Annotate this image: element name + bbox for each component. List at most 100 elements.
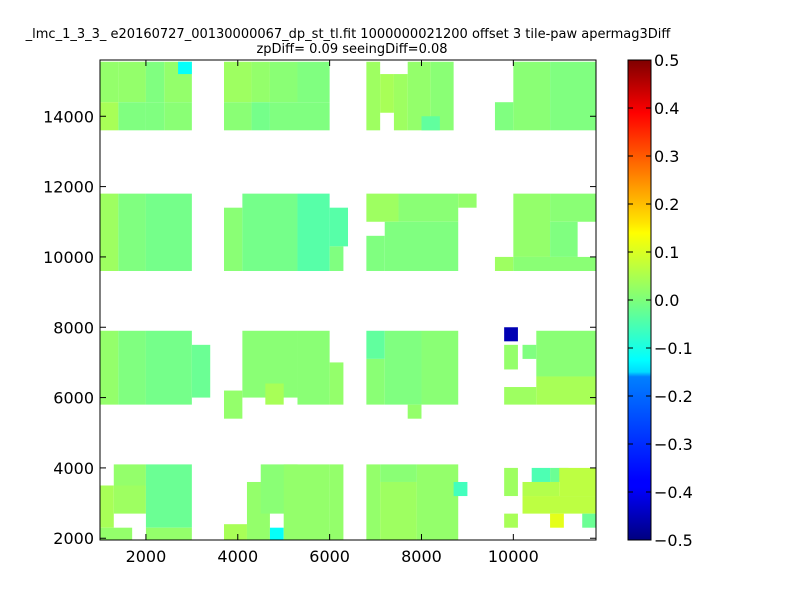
- colorbar-tick-label: 0.4: [654, 99, 679, 118]
- heatmap-cell: [494, 102, 514, 131]
- x-tick-label: 6000: [309, 547, 350, 566]
- heatmap-cell: [458, 193, 477, 208]
- heatmap-cell: [366, 61, 381, 131]
- heatmap-cell: [100, 330, 119, 405]
- heatmap-cell: [191, 344, 211, 398]
- heatmap-cell: [100, 102, 119, 131]
- y-tick-label: 12000: [43, 178, 94, 197]
- heatmap-cell: [380, 464, 417, 482]
- heatmap-cell: [224, 524, 247, 540]
- heatmap-cell: [224, 102, 252, 131]
- heatmap-cell: [113, 485, 146, 514]
- heatmap-cell: [504, 513, 518, 528]
- colorbar-tick-label: −0.1: [654, 339, 693, 358]
- heatmap-cell: [430, 61, 454, 131]
- plot-background: [100, 60, 596, 540]
- heatmap-cell: [251, 102, 270, 131]
- chart-title-line-1: _lmc_1_3_3_ e20160727_00130000067_dp_st_…: [25, 27, 672, 42]
- heatmap-cell: [416, 464, 459, 540]
- heatmap-cell: [113, 464, 146, 486]
- heatmap-cell: [513, 193, 551, 257]
- heatmap-cell: [242, 193, 298, 271]
- heatmap-cells: [100, 61, 596, 540]
- heatmap-cell: [421, 330, 459, 405]
- heatmap-cell: [145, 102, 165, 131]
- heatmap-cell: [100, 527, 133, 540]
- heatmap-plot-area: 2000 4000 6000 8000 10000 2000 4000 6000 8000 10…: [43, 59, 597, 566]
- heatmap-cell: [407, 404, 422, 419]
- heatmap-cell: [559, 467, 596, 497]
- heatmap-cell: [504, 387, 537, 405]
- heatmap-cell: [421, 116, 440, 131]
- x-tick-label: 10000: [488, 547, 539, 566]
- heatmap-cell: [224, 207, 243, 271]
- heatmap-cell: [269, 61, 298, 103]
- heatmap-cell: [329, 362, 344, 405]
- heatmap-cell: [513, 256, 596, 271]
- heatmap-cell: [118, 330, 146, 405]
- heatmap-cell: [550, 193, 596, 222]
- heatmap-cell: [224, 61, 252, 103]
- y-tick-label: 6000: [53, 389, 94, 408]
- heatmap-cell: [269, 527, 284, 540]
- plot-frame: [99, 59, 597, 541]
- heatmap-cell: [269, 102, 298, 131]
- heatmap-cell: [118, 61, 146, 103]
- heatmap-cell: [329, 464, 344, 540]
- heatmap-cell: [145, 193, 192, 271]
- y-tick-label: 4000: [53, 459, 94, 478]
- heatmap-cell: [100, 193, 119, 271]
- colorbar-tick-label: 0.1: [654, 243, 679, 262]
- colorbar-tick-label: −0.4: [654, 483, 693, 502]
- heatmap-cell: [297, 102, 330, 131]
- heatmap-cell: [366, 330, 385, 359]
- heatmap-cell: [178, 61, 192, 75]
- heatmap-cell: [384, 221, 459, 271]
- heatmap-cell: [384, 330, 422, 405]
- heatmap-cell: [164, 102, 192, 131]
- colorbar-tick-label: 0.3: [654, 147, 679, 166]
- heatmap-cell: [118, 193, 146, 271]
- heatmap-cell: [513, 61, 551, 131]
- heatmap-cell: [329, 207, 348, 247]
- heatmap-cell: [550, 221, 578, 257]
- colorbar-tick-label: −0.3: [654, 435, 693, 454]
- heatmap-cell: [145, 464, 192, 528]
- heatmap-cell: [582, 513, 596, 528]
- heatmap-cell: [366, 358, 385, 405]
- heatmap-cell: [145, 330, 192, 405]
- y-axis: 2000 4000 6000 8000 10000 12000 14000: [43, 107, 596, 548]
- heatmap-cell: [531, 467, 551, 482]
- heatmap-cell: [407, 61, 431, 131]
- heatmap-cell: [550, 513, 564, 528]
- x-tick-label: 8000: [401, 547, 442, 566]
- y-tick-label: 2000: [53, 529, 94, 548]
- colorbar-tick-label: −0.5: [654, 531, 693, 550]
- heatmap-cell: [504, 344, 518, 370]
- heatmap-cell: [118, 102, 146, 131]
- colorbar: 0.5 0.4 0.3 0.2 0.1 0.0 −0.1 −0.2 −0.3 −0.4 −0.5: [627, 51, 693, 550]
- heatmap-cell: [393, 74, 408, 131]
- heatmap-cell: [224, 390, 243, 419]
- heatmap-cell: [265, 383, 284, 405]
- x-tick-label: 2000: [126, 547, 167, 566]
- colorbar-tick-label: 0.2: [654, 195, 679, 214]
- heatmap-cell: [536, 376, 596, 405]
- heatmap-cell: [453, 481, 468, 497]
- heatmap-cell: [329, 246, 344, 271]
- heatmap-cell: [504, 467, 518, 497]
- heatmap-cell: [522, 481, 560, 497]
- y-tick-label: 14000: [43, 107, 94, 126]
- colorbar-tick-label: 0.5: [654, 51, 679, 70]
- heatmap-cell: [536, 330, 596, 377]
- heatmap-cell: [100, 485, 114, 528]
- heatmap-cell: [297, 61, 330, 103]
- heatmap-cell: [494, 256, 514, 271]
- heatmap-cell: [380, 74, 394, 113]
- heatmap-cell: [366, 235, 385, 271]
- colorbar-tick-label: −0.2: [654, 387, 693, 406]
- heatmap-cell: [100, 61, 119, 103]
- heatmap-cell: [550, 61, 596, 131]
- heatmap-cell: [145, 61, 165, 103]
